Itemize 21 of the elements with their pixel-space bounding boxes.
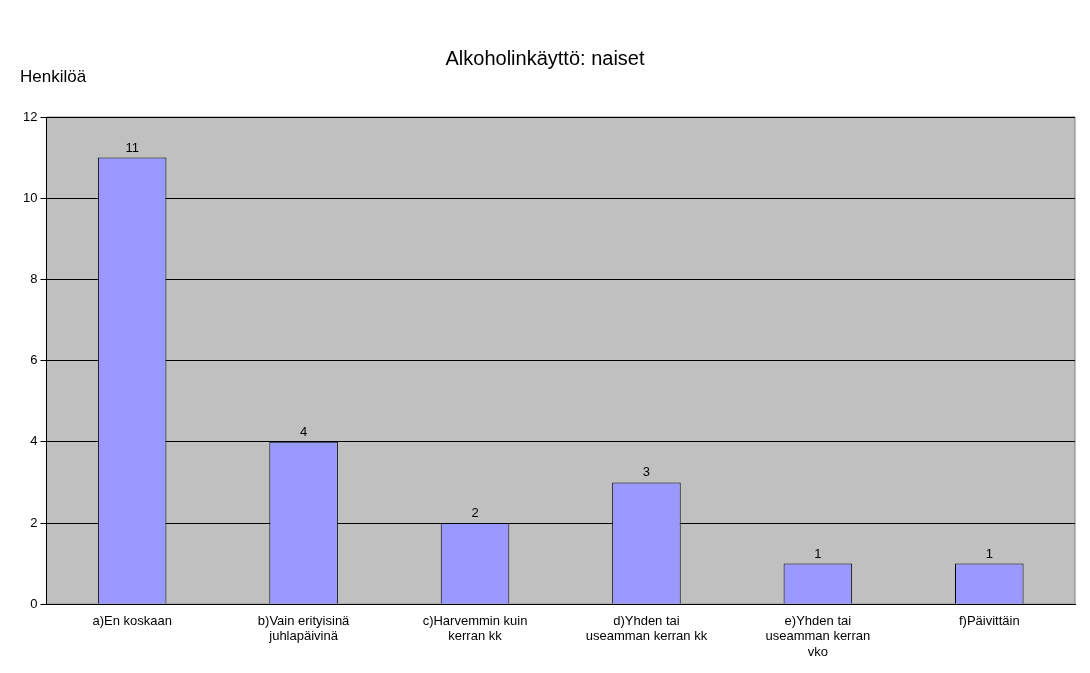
- y-tick-label: 0: [30, 595, 38, 611]
- data-label: 3: [642, 464, 651, 480]
- data-label: 1: [814, 545, 822, 561]
- x-tick-label: e)Yhden tai useamman kerran vko: [765, 612, 871, 659]
- x-tick-label: f)Päivittäin: [958, 612, 1020, 628]
- data-label: 11: [125, 139, 139, 155]
- y-tick-label: 12: [22, 108, 38, 124]
- x-tick-label: a)En koskaan: [92, 612, 172, 628]
- x-tick-label: d)Yhden tai useamman kerran kk: [585, 612, 708, 644]
- y-tick-label: 4: [30, 433, 38, 449]
- x-tick-label: b)Vain erityisinä juhlapäivinä: [257, 612, 351, 644]
- data-label: 4: [299, 423, 308, 439]
- y-tick-label: 2: [30, 514, 38, 530]
- data-label: 1: [985, 545, 993, 561]
- x-tick-label: c)Harvemmin kuin kerran kk: [422, 612, 528, 644]
- y-tick-label: 6: [30, 352, 38, 368]
- chart-title: Alkoholinkäyttö: naiset: [445, 47, 645, 69]
- y-tick-label: 8: [30, 270, 38, 286]
- data-label: 2: [471, 505, 479, 521]
- y-tick-label: 10: [22, 189, 38, 205]
- y-axis-title: Henkilöä: [20, 67, 87, 86]
